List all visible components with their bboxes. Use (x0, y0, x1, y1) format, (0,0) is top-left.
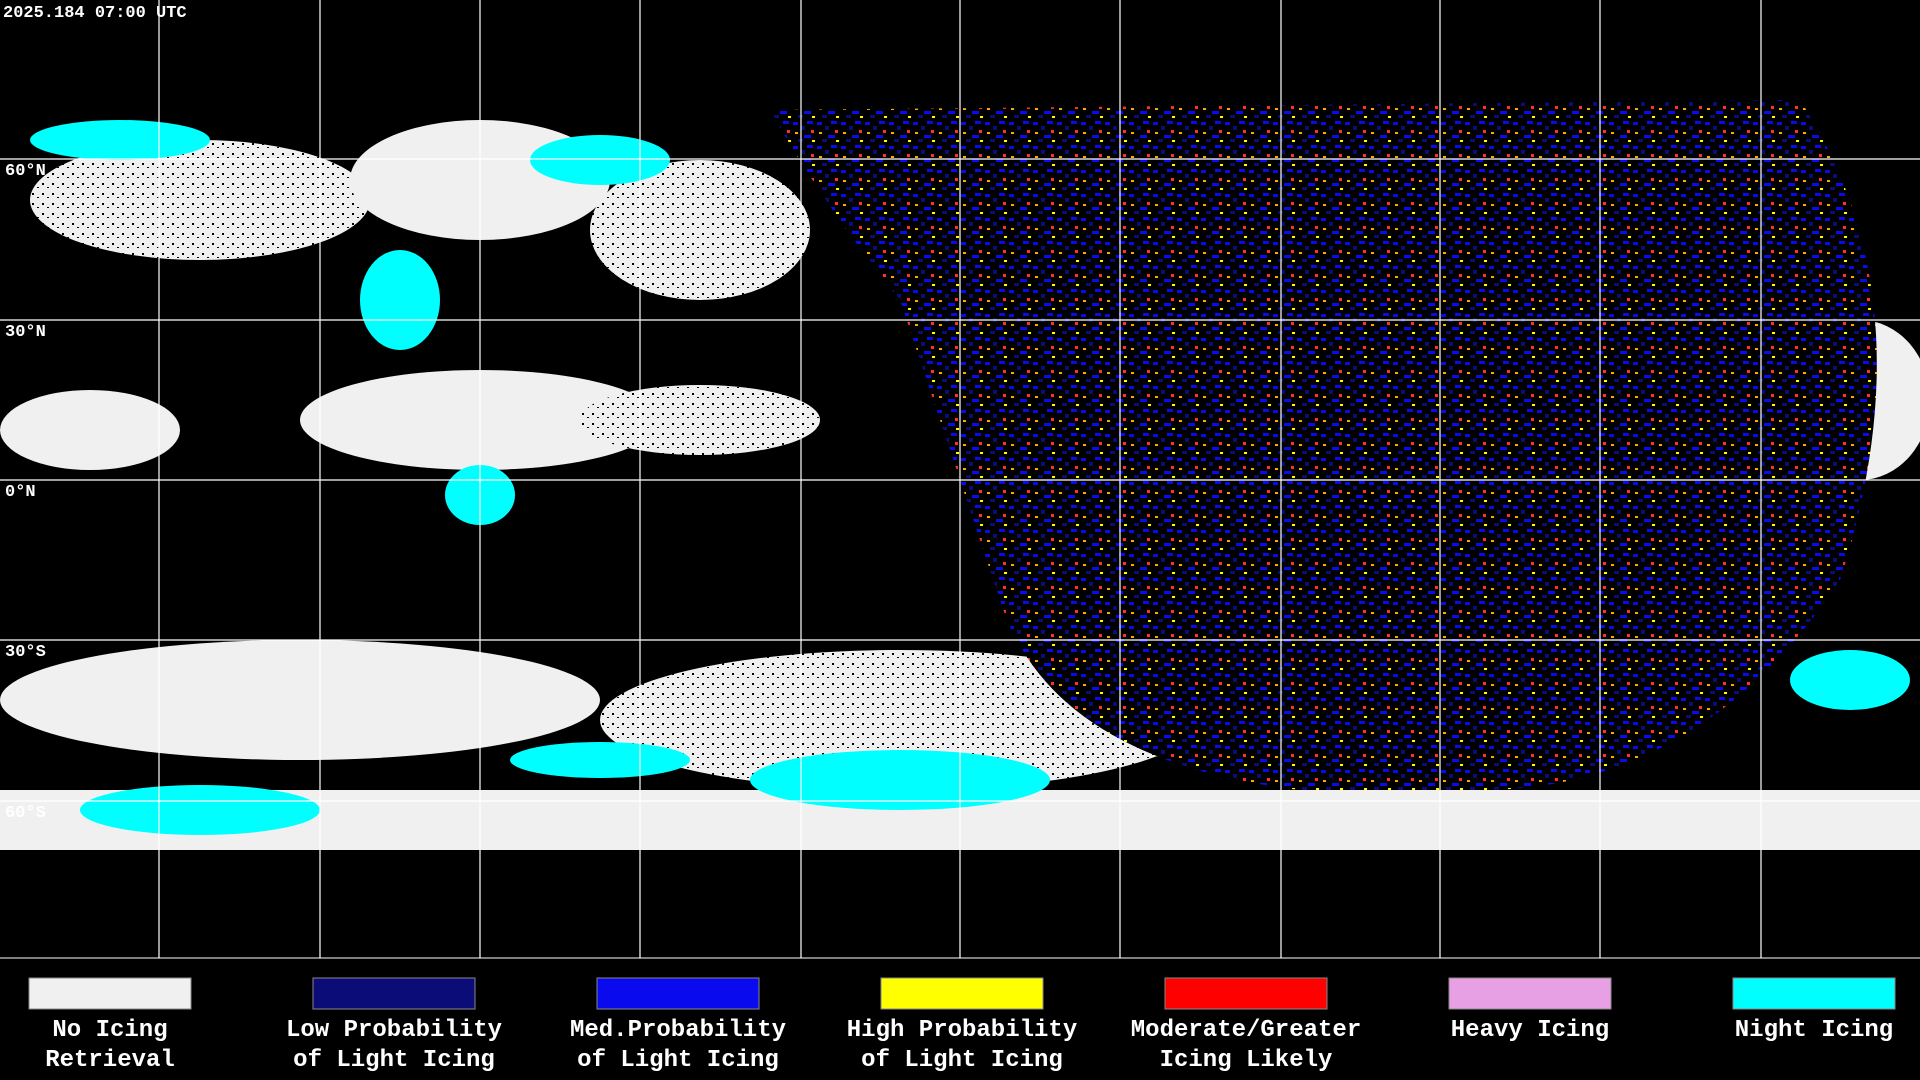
latitude-label: 30°S (5, 643, 46, 662)
legend-swatch (1164, 977, 1328, 1010)
legend-label: of Light Icing (861, 1047, 1063, 1074)
latitude-label: 30°N (5, 323, 46, 342)
legend-label: Heavy Icing (1451, 1017, 1609, 1044)
latitude-label: 60°N (5, 162, 46, 181)
legend-label: Med.Probability (570, 1017, 786, 1044)
legend-swatch (312, 977, 476, 1010)
legend-label: of Light Icing (293, 1047, 495, 1074)
legend-label: High Probability (847, 1017, 1077, 1044)
latitude-label: 60°S (5, 804, 46, 823)
legend-swatch (1448, 977, 1612, 1010)
legend-swatch (28, 977, 192, 1010)
grid (0, 0, 1920, 958)
legend-swatch (1732, 977, 1896, 1010)
legend-label: Retrieval (45, 1047, 175, 1074)
legend-label: Night Icing (1735, 1017, 1893, 1044)
legend-label: Low Probability (286, 1017, 502, 1044)
legend-label: No Icing (52, 1017, 167, 1044)
legend-label: Moderate/Greater (1131, 1017, 1361, 1044)
timestamp: 2025.184 07:00 UTC (3, 4, 187, 23)
legend-label: of Light Icing (577, 1047, 779, 1074)
latitude-label: 0°N (5, 483, 36, 502)
legend-swatch (880, 977, 1044, 1010)
legend-label: Icing Likely (1160, 1047, 1333, 1074)
legend-swatch (596, 977, 760, 1010)
